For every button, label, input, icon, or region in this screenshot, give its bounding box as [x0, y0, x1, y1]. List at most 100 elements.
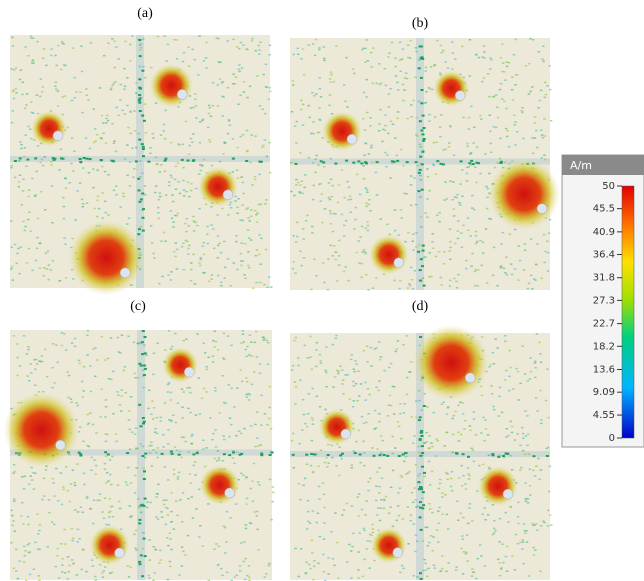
field-arrow: [431, 446, 434, 448]
field-arrow: [129, 449, 132, 451]
field-arrow: [293, 195, 296, 197]
field-arrow: [134, 434, 137, 436]
field-arrow: [184, 223, 187, 225]
field-arrow: [532, 470, 535, 472]
field-arrow: [324, 409, 327, 411]
field-arrow: [205, 57, 208, 59]
field-arrow: [23, 156, 26, 158]
field-arrow: [245, 349, 248, 351]
field-arrow: [64, 177, 67, 179]
field-arrow: [165, 194, 168, 196]
field-arrow: [269, 91, 272, 93]
field-arrow: [241, 204, 244, 206]
field-arrow: [214, 458, 217, 460]
field-arrow: [21, 94, 24, 96]
field-arrow: [352, 381, 355, 383]
field-arrow: [494, 530, 497, 532]
field-arrow: [51, 222, 54, 224]
field-arrow: [256, 221, 259, 223]
field-arrow: [335, 259, 338, 261]
field-arrow: [370, 52, 373, 54]
field-arrow: [195, 105, 198, 107]
strip-arrow: [422, 115, 425, 117]
field-arrow: [327, 463, 330, 465]
field-arrow: [236, 213, 239, 215]
field-arrow: [56, 65, 59, 67]
field-arrow: [43, 48, 46, 50]
field-arrow: [496, 347, 499, 349]
field-arrow: [397, 492, 400, 494]
field-arrow: [492, 275, 495, 277]
field-arrow: [52, 482, 55, 484]
field-arrow: [437, 541, 440, 543]
field-arrow: [83, 484, 86, 486]
field-arrow: [310, 133, 313, 135]
field-arrow: [193, 221, 196, 223]
field-arrow: [167, 44, 170, 46]
field-arrow: [400, 149, 403, 151]
field-arrow: [30, 101, 33, 103]
field-arrow: [383, 500, 386, 502]
field-arrow: [51, 521, 54, 523]
field-arrow: [256, 511, 259, 513]
field-arrow: [15, 549, 18, 551]
field-arrow: [406, 118, 409, 120]
field-arrow: [24, 555, 27, 557]
field-arrow: [504, 162, 507, 164]
field-arrow: [242, 333, 245, 335]
field-arrow: [512, 388, 515, 390]
field-arrow: [447, 562, 450, 564]
field-arrow: [318, 49, 321, 51]
field-arrow: [10, 542, 13, 544]
strip-arrow: [181, 159, 184, 161]
field-arrow: [120, 206, 123, 208]
field-arrow: [496, 285, 499, 287]
field-arrow: [533, 554, 536, 556]
field-arrow: [378, 380, 381, 382]
field-arrow: [234, 577, 237, 579]
field-arrow: [465, 553, 468, 555]
field-arrow: [153, 572, 156, 574]
field-arrow: [243, 428, 246, 430]
field-arrow: [455, 281, 458, 283]
field-arrow: [482, 464, 485, 466]
field-arrow: [101, 511, 104, 513]
field-arrow: [202, 545, 205, 547]
field-arrow: [393, 413, 396, 415]
field-arrow: [258, 53, 261, 55]
field-arrow: [46, 268, 49, 270]
field-arrow: [506, 571, 509, 573]
field-arrow: [313, 259, 316, 261]
field-arrow: [528, 93, 531, 95]
field-arrow: [456, 194, 459, 196]
field-arrow: [265, 86, 268, 88]
field-arrow: [535, 523, 538, 525]
colorbar-tick-label: 0: [609, 433, 615, 444]
field-arrow: [367, 388, 370, 390]
field-arrow: [189, 412, 192, 414]
field-arrow: [23, 561, 26, 563]
field-arrow: [430, 442, 433, 444]
field-arrow: [341, 514, 344, 516]
field-arrow: [60, 69, 63, 71]
field-arrow: [15, 67, 17, 69]
strip-arrow: [421, 163, 424, 165]
field-arrow: [101, 572, 104, 574]
field-arrow: [167, 384, 170, 386]
strip-arrow: [135, 160, 138, 162]
field-arrow: [79, 427, 82, 429]
field-arrow: [319, 536, 322, 538]
field-arrow: [324, 208, 327, 210]
field-arrow: [343, 84, 346, 86]
field-arrow: [414, 77, 417, 79]
strip-arrow: [421, 452, 424, 454]
field-arrow: [448, 142, 451, 144]
field-arrow: [254, 342, 257, 344]
field-arrow: [131, 35, 134, 37]
field-arrow: [388, 513, 391, 515]
field-arrow: [130, 396, 133, 398]
field-arrow: [67, 490, 70, 492]
field-arrow: [217, 245, 220, 247]
field-arrow: [229, 124, 232, 126]
field-arrow: [128, 218, 131, 220]
